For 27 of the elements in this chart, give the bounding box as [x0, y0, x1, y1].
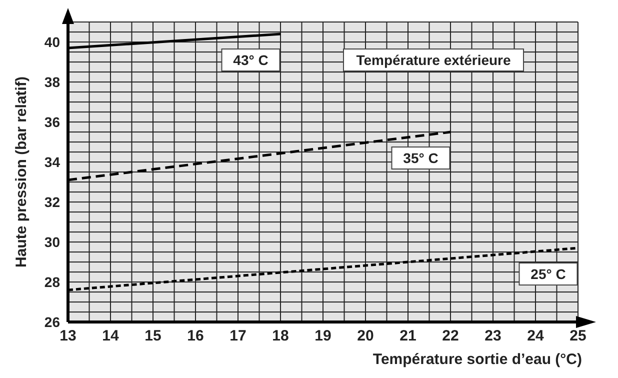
y-tick-label: 28 [44, 274, 60, 290]
x-tick-label: 13 [60, 328, 76, 345]
y-axis-title: Haute pression (bar relatif) [13, 76, 30, 268]
x-tick-label: 19 [314, 328, 332, 345]
y-tick-label: 30 [44, 234, 60, 250]
x-tick-label: 15 [144, 328, 162, 345]
x-axis-title: Température sortie d’eau (°C) [372, 351, 582, 368]
x-tick-label: 17 [230, 328, 246, 345]
x-tick-label: 20 [357, 328, 374, 345]
series-label: 35° C [403, 150, 438, 166]
series-label: 25° C [530, 266, 566, 282]
y-tick-label: 34 [44, 154, 60, 170]
series-label: 43° C [233, 52, 268, 68]
x-tick-label: 16 [187, 328, 204, 345]
legend-title: Température extérieure [356, 52, 512, 68]
y-tick-label: 40 [44, 34, 60, 50]
y-tick-label: 36 [44, 114, 60, 130]
x-tick-label: 14 [102, 328, 120, 345]
x-tick-label: 18 [272, 328, 289, 345]
x-tick-label: 25 [570, 328, 586, 345]
x-tick-label: 21 [400, 328, 416, 345]
y-tick-label: 38 [44, 74, 60, 90]
x-tick-label: 22 [442, 328, 459, 345]
y-tick-label: 32 [44, 194, 60, 210]
x-tick-label: 23 [484, 328, 502, 345]
y-tick-label: 26 [44, 314, 60, 330]
x-tick-label: 24 [527, 328, 544, 345]
